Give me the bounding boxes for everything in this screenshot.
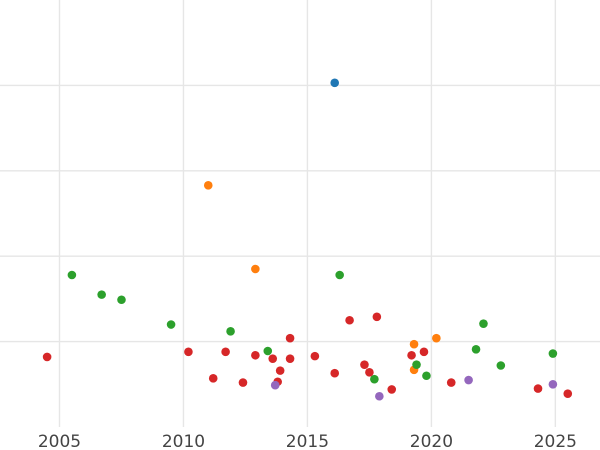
- data-point-series-3: [330, 368, 340, 378]
- data-point-series-2: [226, 327, 235, 336]
- data-point-series-3: [238, 378, 248, 387]
- data-point-series-3: [251, 350, 260, 360]
- data-point-series-2: [471, 344, 481, 354]
- data-point-series-3: [285, 333, 295, 343]
- data-point-series-3: [533, 384, 543, 393]
- x-tick-label: 2015: [286, 432, 329, 450]
- data-point-series-2: [97, 290, 106, 299]
- data-point-series-3: [310, 351, 320, 361]
- data-point-series-3: [407, 350, 416, 360]
- data-point-series-2: [117, 295, 126, 305]
- data-point-series-4: [375, 391, 384, 401]
- x-tick-label: 2010: [162, 432, 205, 450]
- data-point-series-1: [409, 339, 419, 349]
- data-point-series-3: [345, 315, 354, 325]
- data-point-series-1: [432, 333, 441, 343]
- data-point-series-2: [67, 270, 77, 280]
- data-point-series-4: [464, 375, 473, 385]
- data-point-series-4: [270, 380, 280, 390]
- data-point-series-3: [184, 347, 193, 357]
- data-point-series-3: [387, 385, 397, 394]
- data-point-series-2: [496, 361, 506, 370]
- data-point-series-3: [275, 366, 285, 375]
- x-tick-label: 2005: [38, 432, 81, 450]
- data-point-series-3: [365, 368, 374, 377]
- data-point-series-3: [268, 354, 278, 363]
- data-point-series-2: [412, 360, 421, 369]
- data-point-series-2: [422, 371, 431, 381]
- x-axis-tick-labels: 2005 2010 2015 2020 2025: [38, 432, 577, 450]
- data-point-series-3: [372, 312, 382, 322]
- data-point-series-0: [330, 78, 340, 88]
- data-point-series-3: [208, 374, 218, 383]
- data-point-series-2: [263, 346, 273, 356]
- data-point-series-3: [563, 389, 573, 398]
- data-point-series-2: [548, 349, 558, 358]
- gridlines: [0, 0, 600, 427]
- data-point-series-2: [166, 320, 176, 329]
- data-point-series-2: [479, 319, 488, 328]
- data-point-series-3: [42, 352, 52, 362]
- data-point-series-3: [446, 378, 456, 387]
- data-point-series-2: [335, 270, 344, 280]
- data-point-series-3: [285, 354, 295, 363]
- data-point-series-4: [548, 380, 558, 389]
- data-points: [42, 78, 573, 401]
- x-tick-label: 2020: [410, 432, 453, 450]
- data-point-series-3: [419, 347, 429, 357]
- data-point-series-3: [221, 347, 230, 357]
- data-point-series-1: [251, 264, 260, 274]
- x-tick-label: 2025: [534, 432, 577, 450]
- data-point-series-1: [203, 181, 213, 190]
- data-point-series-3: [360, 360, 369, 369]
- data-point-series-2: [370, 374, 379, 384]
